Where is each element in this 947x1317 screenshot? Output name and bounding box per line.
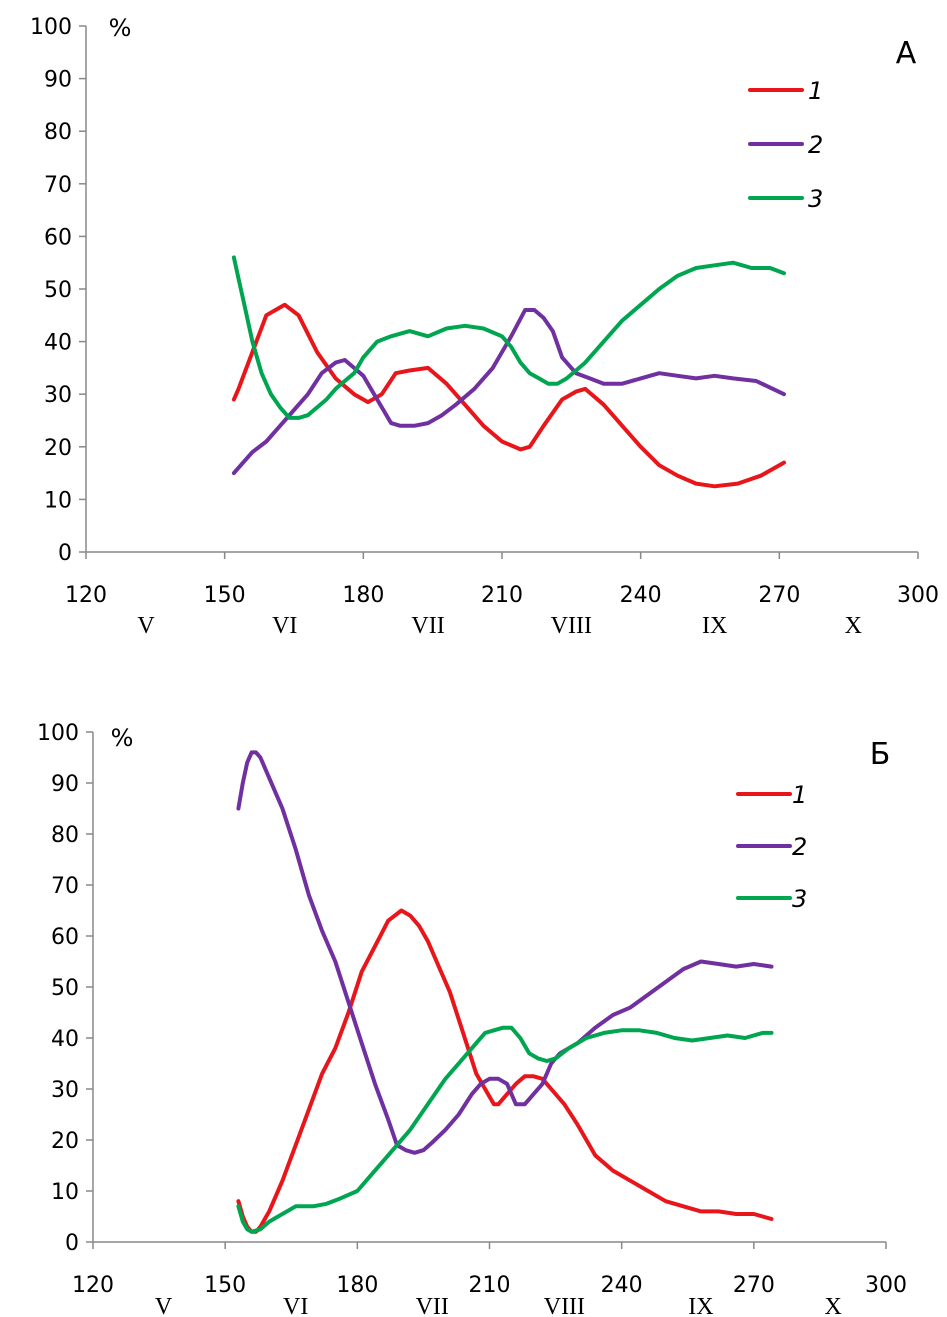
x-tick-label: 300 <box>865 1273 907 1298</box>
y-tick-label: 60 <box>51 925 79 950</box>
legend-label: 1 <box>808 77 823 105</box>
chart-panel-b: 0 10 20 30 40 50 60 70 80 90 100 120 150 180 210 240 270… <box>37 721 907 1317</box>
x-tick-label: 270 <box>733 1273 775 1298</box>
month-label: VIII <box>544 1294 585 1317</box>
month-label: VII <box>411 613 444 639</box>
x-tick-label: 240 <box>620 583 662 608</box>
month-label: VII <box>416 1294 449 1317</box>
y-tick-label: 50 <box>44 278 72 303</box>
month-label: VI <box>272 613 297 639</box>
month-label: V <box>137 613 155 639</box>
series-2-line <box>236 750 774 1155</box>
legend-label: 1 <box>792 781 807 809</box>
y-tick-label: 30 <box>51 1078 79 1103</box>
month-label: V <box>155 1294 173 1317</box>
series-3-line <box>231 255 786 420</box>
y-tick-label: 10 <box>44 488 72 513</box>
panel-label: А <box>896 36 917 71</box>
x-tick-label: 150 <box>204 583 246 608</box>
y-tick-label: 30 <box>44 383 72 408</box>
month-label: VI <box>283 1294 308 1317</box>
x-tick-label: 240 <box>601 1273 643 1298</box>
y-tick-label: 40 <box>51 1027 79 1052</box>
legend-label: 3 <box>792 885 807 913</box>
legend-label: 2 <box>808 131 823 159</box>
y-tick-label: 20 <box>51 1129 79 1154</box>
y-tick-label: 10 <box>51 1180 79 1205</box>
y-tick-label: 100 <box>30 15 72 40</box>
month-label: IX <box>702 613 727 639</box>
panel-label: Б <box>870 737 891 772</box>
x-tick-label: 210 <box>481 583 523 608</box>
y-tick-label: 60 <box>44 225 72 250</box>
x-tick-label: 210 <box>469 1273 511 1298</box>
y-tick-label: 80 <box>51 823 79 848</box>
y-tick-label: 80 <box>44 120 72 145</box>
month-label: IX <box>688 1294 713 1317</box>
y-tick-label: 90 <box>51 772 79 797</box>
x-tick-label: 120 <box>72 1273 114 1298</box>
y-tick-label: 0 <box>58 541 72 566</box>
x-tick-label: 300 <box>897 583 939 608</box>
x-tick-label: 180 <box>336 1273 378 1298</box>
series-3-line <box>236 1025 774 1234</box>
legend-label: 3 <box>808 185 823 213</box>
x-tick-label: 150 <box>204 1273 246 1298</box>
month-label: VIII <box>551 613 592 639</box>
legend-label: 2 <box>792 833 807 861</box>
series-2-line <box>231 308 786 476</box>
unit-label: % <box>109 14 132 42</box>
unit-label: % <box>111 724 134 752</box>
x-tick-label: 180 <box>342 583 384 608</box>
y-tick-label: 90 <box>44 68 72 93</box>
y-tick-label: 40 <box>44 331 72 356</box>
x-tick-label: 270 <box>758 583 800 608</box>
y-tick-label: 50 <box>51 976 79 1001</box>
series-1-line <box>231 302 786 489</box>
chart-panel-a: 0 10 20 30 40 50 60 70 80 90 100 120 150 180 210 240 270… <box>30 14 939 639</box>
month-label: X <box>845 613 862 639</box>
y-tick-label: 0 <box>65 1231 79 1256</box>
series-1-line <box>236 908 774 1234</box>
month-label: X <box>824 1294 841 1317</box>
y-tick-label: 70 <box>51 874 79 899</box>
x-tick-label: 120 <box>65 583 107 608</box>
y-tick-label: 100 <box>37 721 79 746</box>
y-tick-label: 20 <box>44 436 72 461</box>
y-tick-label: 70 <box>44 173 72 198</box>
